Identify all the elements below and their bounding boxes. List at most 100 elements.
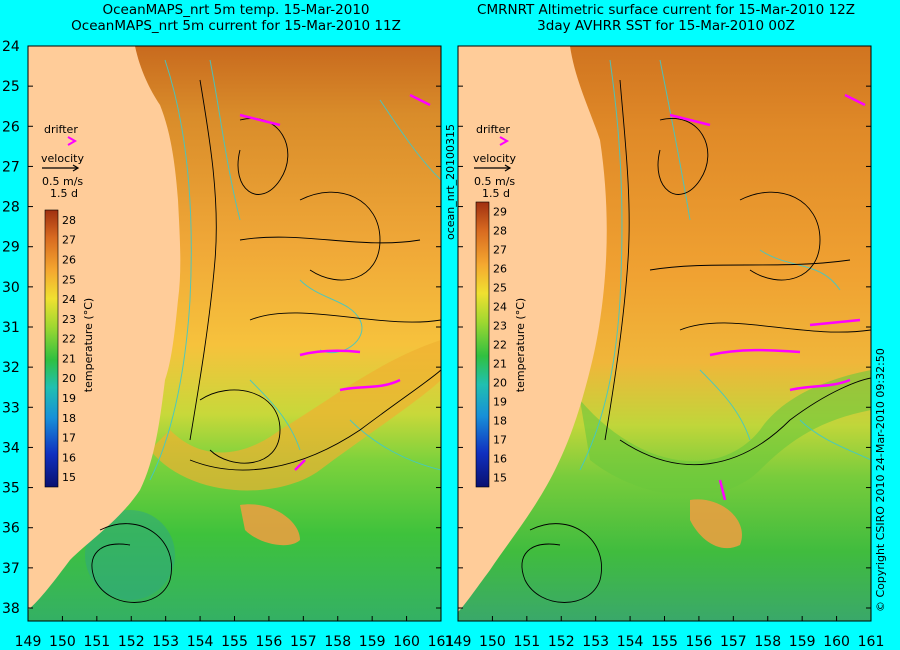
right-colorbar-tick: 18 xyxy=(493,415,507,428)
left-title-line1: OceanMAPS_nrt 5m temp. 15-Mar-2010 xyxy=(102,2,370,18)
lon-label-left: 157 xyxy=(290,634,317,650)
lon-label-right: 152 xyxy=(548,634,575,650)
right-map-panel xyxy=(458,46,871,621)
left-map-panel xyxy=(28,46,441,621)
left-drifter-symbol xyxy=(67,136,78,146)
right-drifter-label: drifter xyxy=(476,123,510,136)
lat-label: 30 xyxy=(2,280,20,296)
lat-label: 33 xyxy=(2,400,20,416)
left-duration-scale: 1.5 d xyxy=(50,187,78,200)
right-warm-lobe xyxy=(690,499,742,549)
copyright-label: © Copyright CSIRO 2010 24-Mar-2010 09:32… xyxy=(874,348,887,612)
left-legend xyxy=(42,136,80,488)
lon-label-left: 155 xyxy=(221,634,248,650)
left-warm-lobe xyxy=(240,504,300,546)
lon-label-right: 155 xyxy=(651,634,678,650)
axis-and-colorbar-labels: 24 25 26 27 28 29 30 31 32 33 34 35 36 37 38 149 149 150 1… xyxy=(2,39,884,650)
lon-label-right: 159 xyxy=(789,634,816,650)
lon-label-left: 152 xyxy=(118,634,145,650)
lon-label-right: 149 xyxy=(445,634,472,650)
lon-label-left: 149 xyxy=(15,634,42,650)
lon-label-left: 151 xyxy=(83,634,110,650)
right-colorbar-title: temperature (°C) xyxy=(514,298,527,392)
right-colorbar-tick: 20 xyxy=(493,377,507,390)
left-title: OceanMAPS_nrt 5m temp. 15-Mar-2010 Ocean… xyxy=(28,2,444,34)
lon-label-left: 154 xyxy=(187,634,214,650)
left-streamlines xyxy=(91,79,441,603)
right-contours xyxy=(579,59,871,471)
right-colorbar-tick: 23 xyxy=(493,320,507,333)
right-colorbar-tick: 19 xyxy=(493,396,507,409)
left-land xyxy=(28,46,181,610)
right-cool-band xyxy=(580,370,871,496)
right-drifters xyxy=(669,93,866,501)
left-colorbar-tick: 27 xyxy=(62,234,76,247)
lon-label-right: 156 xyxy=(686,634,713,650)
left-eddy-cold xyxy=(85,510,175,600)
lat-label: 34 xyxy=(2,440,20,456)
left-velocity-label: velocity xyxy=(41,152,84,165)
left-colorbar-tick: 23 xyxy=(62,313,76,326)
right-colorbar-tick: 29 xyxy=(493,206,507,219)
lat-label: 26 xyxy=(2,119,20,135)
left-colorbar-title: temperature (°C) xyxy=(82,298,95,392)
left-colorbar-tick: 22 xyxy=(62,333,76,346)
right-legend xyxy=(474,136,512,488)
left-drifters xyxy=(239,93,431,471)
lon-label-right: 158 xyxy=(754,634,781,650)
right-colorbar xyxy=(475,201,490,488)
lat-label: 31 xyxy=(2,320,20,336)
right-velocity-label: velocity xyxy=(473,152,516,165)
left-colorbar-tick: 15 xyxy=(62,471,76,484)
left-colorbar-tick: 24 xyxy=(62,293,76,306)
lat-label: 25 xyxy=(2,79,20,95)
right-colorbar-tick: 15 xyxy=(493,472,507,485)
left-velocity-scale: 0.5 m/s xyxy=(42,175,83,188)
lon-label-right: 151 xyxy=(513,634,540,650)
right-velocity-scale: 0.5 m/s xyxy=(474,175,515,188)
lon-label-left: 161 xyxy=(428,634,455,650)
left-colorbar xyxy=(44,209,59,488)
right-colorbar-tick: 24 xyxy=(493,301,507,314)
left-title-line2: OceanMAPS_nrt 5m current for 15-Mar-2010… xyxy=(71,18,401,34)
lon-label-left: 159 xyxy=(359,634,386,650)
lon-label-right: 153 xyxy=(582,634,609,650)
lon-label-right: 150 xyxy=(479,634,506,650)
right-colorbar-tick: 26 xyxy=(493,263,507,276)
lon-label-right: 160 xyxy=(823,634,850,650)
left-colorbar-tick: 16 xyxy=(62,451,76,464)
left-colorbar-tick: 28 xyxy=(62,214,76,227)
lon-label-left: 153 xyxy=(152,634,179,650)
left-colorbar-tick: 18 xyxy=(62,412,76,425)
left-colorbar-tick: 26 xyxy=(62,253,76,266)
left-velocity-arrowhead xyxy=(72,164,80,172)
lon-label-right: 157 xyxy=(720,634,747,650)
right-title-line2: 3day AVHRR SST for 15-Mar-2010 00Z xyxy=(537,18,795,34)
left-colorbar-tick: 19 xyxy=(62,392,76,405)
lon-label-right: 161 xyxy=(858,634,885,650)
lon-label-left: 160 xyxy=(393,634,420,650)
left-colorbar-tick: 17 xyxy=(62,432,76,445)
file-id-label: ocean_nrt_20100315 xyxy=(444,123,457,240)
right-land xyxy=(458,46,607,612)
lon-label-left: 156 xyxy=(256,634,283,650)
right-colorbar-tick: 27 xyxy=(493,244,507,257)
right-streamlines xyxy=(521,79,871,603)
left-colorbar-tick: 25 xyxy=(62,273,76,286)
lat-label: 24 xyxy=(2,39,20,55)
right-duration-scale: 1.5 d xyxy=(482,187,510,200)
left-colorbar-tick: 20 xyxy=(62,372,76,385)
right-velocity-arrowhead xyxy=(504,164,512,172)
lat-label: 28 xyxy=(2,200,20,216)
lat-label: 32 xyxy=(2,360,20,376)
right-colorbar-tick: 21 xyxy=(493,358,507,371)
lon-label-left: 150 xyxy=(49,634,76,650)
lat-label: 27 xyxy=(2,159,20,175)
right-colorbar-tick: 22 xyxy=(493,339,507,352)
right-colorbar-tick: 16 xyxy=(493,453,507,466)
lat-label: 36 xyxy=(2,521,20,537)
right-colorbar-tick: 17 xyxy=(493,434,507,447)
lon-label-left: 158 xyxy=(324,634,351,650)
left-drifter-label: drifter xyxy=(44,123,78,136)
